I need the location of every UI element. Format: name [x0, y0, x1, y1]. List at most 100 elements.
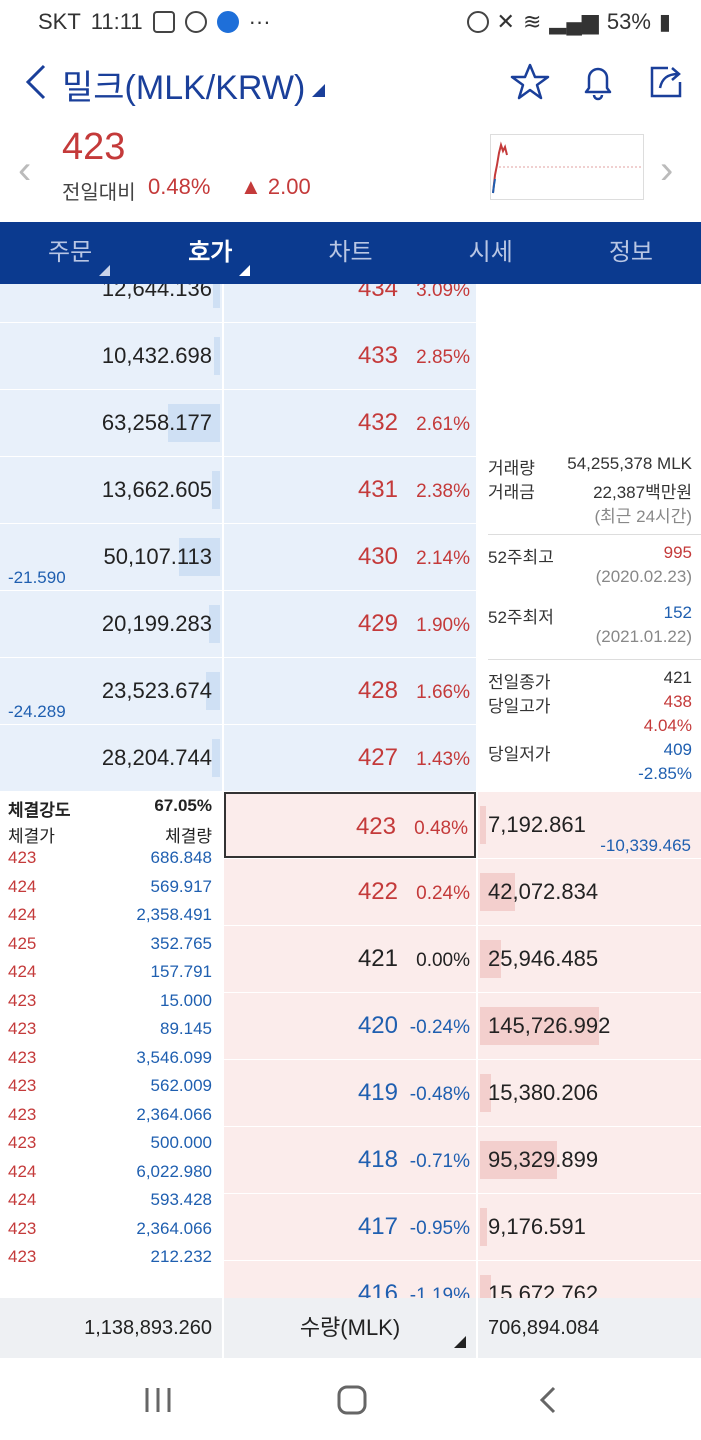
ask-row[interactable]: 13,662.605 431 2.38% — [0, 457, 701, 524]
unit-selector[interactable]: 수량(MLK) — [224, 1298, 476, 1358]
ask-price-cell[interactable]: 428 1.66% — [224, 658, 476, 724]
bid-row[interactable]: 25,946.485 421 0.00% — [0, 926, 701, 993]
ask-volume-cell[interactable]: 63,258.177 — [0, 390, 222, 456]
home-icon[interactable] — [332, 1380, 372, 1420]
tick-row: 423 500.000 — [0, 1133, 222, 1162]
tick-row: 423 562.009 — [0, 1076, 222, 1105]
bid-price: 423 — [355, 813, 396, 840]
favorite-star-icon[interactable] — [510, 62, 550, 102]
bid-volume-cell[interactable]: 145,726.992 — [478, 993, 701, 1059]
bid-price-cell[interactable]: 418 -0.71% — [224, 1127, 476, 1193]
bid-price-cell[interactable]: 417 -0.95% — [224, 1194, 476, 1260]
ask-volume-cell[interactable]: 20,199.283 — [0, 591, 222, 657]
ask-volume-cell[interactable]: 23,523.674 -24.289 — [0, 658, 222, 724]
ask-row[interactable]: 10,432.698 433 2.85% — [0, 323, 701, 390]
ask-volume: 10,432.698 — [101, 343, 212, 368]
ask-row[interactable]: 28,204.744 427 1.43% — [0, 725, 701, 792]
ask-price-cell[interactable]: 433 2.85% — [224, 323, 476, 389]
low52-date: (2021.01.22) — [595, 627, 692, 646]
back-arrow-icon[interactable] — [18, 62, 58, 102]
ask-price-cell[interactable]: 431 2.38% — [224, 457, 476, 523]
bid-row[interactable]: 145,726.992 420 -0.24% — [0, 993, 701, 1060]
bid-price: 418 — [357, 1146, 398, 1173]
bid-volume-cell[interactable]: 9,176.591 — [478, 1194, 701, 1260]
ask-volume-cell[interactable]: 12,644.136 — [0, 284, 222, 322]
tick-price: 423 — [8, 1218, 37, 1238]
bid-volume-cell[interactable]: 15,380.206 — [478, 1060, 701, 1126]
tick-volume: 500.000 — [150, 1133, 212, 1152]
bid-row[interactable]: 95,329.899 418 -0.71% — [0, 1127, 701, 1194]
previous-market-icon[interactable]: ‹ — [18, 148, 32, 192]
bid-rate: -1.19% — [409, 1285, 470, 1298]
bid-row[interactable]: 42,072.834 422 0.24% — [0, 859, 701, 926]
ask-price-cell[interactable]: 429 1.90% — [224, 591, 476, 657]
tab-order[interactable]: 주문 — [0, 222, 140, 284]
ask-price-cell[interactable]: 434 3.09% — [224, 284, 476, 322]
bid-price-cell[interactable]: 422 0.24% — [224, 859, 476, 925]
tick-row: 423 2,364.066 — [0, 1219, 222, 1248]
tab-market-price[interactable]: 시세 — [421, 222, 561, 284]
bid-volume-bar — [480, 806, 486, 844]
ask-price: 427 — [357, 744, 398, 771]
tab-orderbook[interactable]: 호가 — [140, 222, 280, 284]
orderbook[interactable]: 12,644.136 434 3.09% 10,432.698 433 2.85% 63,2… — [0, 284, 701, 1298]
tab-info[interactable]: 정보 — [561, 222, 701, 284]
divider — [488, 534, 701, 535]
tick-volume: 6,022.980 — [136, 1161, 212, 1181]
ask-price-cell[interactable]: 427 1.43% — [224, 725, 476, 791]
share-icon[interactable] — [646, 62, 686, 102]
bid-volume-cell[interactable]: 95,329.899 — [478, 1127, 701, 1193]
tick-row: 424 2,358.491 — [0, 905, 222, 934]
market-select-caret-icon[interactable] — [312, 84, 325, 97]
tick-price: 423 — [8, 1076, 37, 1095]
tab-chart[interactable]: 차트 — [280, 222, 420, 284]
tick-price: 424 — [8, 1190, 37, 1209]
prev-close-label: 전일종가 — [488, 673, 551, 692]
bid-row[interactable]: 9,176.591 417 -0.95% — [0, 1194, 701, 1261]
mini-price-chart[interactable] — [490, 134, 644, 200]
bid-price-cell[interactable]: 416 -1.19% — [224, 1261, 476, 1298]
tick-row: 423 89.145 — [0, 1019, 222, 1048]
tick-row: 424 6,022.980 — [0, 1162, 222, 1191]
bid-price: 421 — [357, 945, 398, 972]
ask-row[interactable]: 12,644.136 434 3.09% — [0, 284, 701, 323]
ask-price-cell[interactable]: 432 2.61% — [224, 390, 476, 456]
tick-volume: 89.145 — [160, 1019, 212, 1038]
ask-price-cell[interactable]: 430 2.14% — [224, 524, 476, 590]
ask-row[interactable]: 20,199.283 429 1.90% — [0, 591, 701, 658]
bid-row[interactable]: 15,380.206 419 -0.48% — [0, 1060, 701, 1127]
ask-row[interactable]: 63,258.177 432 2.61% — [0, 390, 701, 457]
ask-row[interactable]: 50,107.113 -21.590 430 2.14% — [0, 524, 701, 591]
system-back-icon[interactable] — [528, 1380, 568, 1420]
ask-volume-cell[interactable]: 13,662.605 — [0, 457, 222, 523]
bid-price-cell[interactable]: 420 -0.24% — [224, 993, 476, 1059]
ask-volume-change: -21.590 — [8, 568, 66, 587]
bid-price-cell[interactable]: 423 0.48% — [224, 792, 476, 858]
bid-volume-cell[interactable]: 7,192.861 -10,339.465 — [478, 792, 701, 858]
battery-percent: 53% — [606, 9, 651, 34]
ask-volume-cell[interactable]: 50,107.113 -21.590 — [0, 524, 222, 590]
bid-row[interactable]: 7,192.861 -10,339.465 423 0.48% — [0, 792, 701, 859]
tab-info-label: 정보 — [608, 239, 653, 266]
ask-row[interactable]: 23,523.674 -24.289 428 1.66% — [0, 658, 701, 725]
market-title[interactable]: 밀크(MLK/KRW) — [62, 69, 306, 107]
high52-date: (2020.02.23) — [595, 567, 692, 586]
ask-rate: 2.14% — [416, 548, 470, 569]
tab-order-caret-icon — [99, 265, 111, 276]
bid-volume-cell[interactable]: 15,672.762 — [478, 1261, 701, 1298]
bid-row[interactable]: 15,672.762 416 -1.19% — [0, 1261, 701, 1298]
bid-price-cell[interactable]: 419 -0.48% — [224, 1060, 476, 1126]
ask-price: 429 — [357, 610, 398, 637]
bid-rate: -0.48% — [409, 1084, 470, 1105]
notification-bell-icon[interactable] — [578, 62, 618, 102]
next-market-icon[interactable]: › — [660, 148, 674, 192]
recents-icon[interactable] — [138, 1380, 178, 1420]
bid-price-cell[interactable]: 421 0.00% — [224, 926, 476, 992]
title-bar: 밀크(MLK/KRW) — [0, 48, 701, 116]
bid-volume-cell[interactable]: 42,072.834 — [478, 859, 701, 925]
bid-volume-cell[interactable]: 25,946.485 — [478, 926, 701, 992]
ask-rate: 2.38% — [416, 481, 470, 502]
ask-volume-cell[interactable]: 10,432.698 — [0, 323, 222, 389]
tick-volume: 15.000 — [160, 990, 212, 1010]
ask-volume-cell[interactable]: 28,204.744 — [0, 725, 222, 791]
